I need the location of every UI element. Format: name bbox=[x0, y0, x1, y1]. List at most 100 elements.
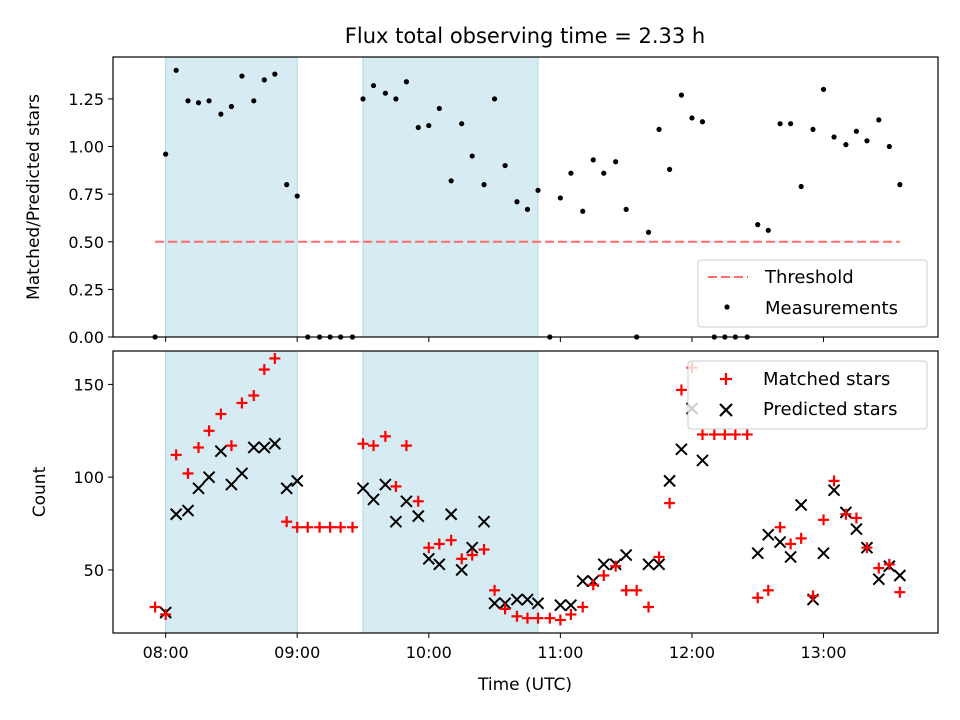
matched-star-marker bbox=[741, 428, 753, 440]
marker-stroke bbox=[268, 437, 282, 450]
predicted-legend-label: Predicted stars bbox=[763, 399, 897, 420]
measurement-point bbox=[393, 96, 399, 102]
matched-star-marker bbox=[170, 449, 182, 461]
marker-stroke bbox=[466, 541, 479, 554]
marker-stroke bbox=[850, 522, 863, 536]
predicted-star-marker bbox=[235, 467, 249, 480]
predicted-star-marker bbox=[280, 482, 293, 495]
measurement-points bbox=[152, 67, 903, 340]
matched-star-marker bbox=[379, 430, 391, 442]
matched-star-marker bbox=[643, 601, 655, 613]
measurement-point bbox=[777, 121, 783, 127]
matched-star-marker bbox=[818, 514, 830, 526]
y-tick-label: 50 bbox=[84, 561, 104, 580]
matched-star-marker bbox=[346, 521, 358, 533]
measurement-point bbox=[481, 182, 487, 188]
predicted-star-marker bbox=[850, 522, 863, 536]
measurement-point bbox=[886, 143, 892, 150]
predicted-stars-points bbox=[159, 402, 907, 619]
marker-stroke bbox=[235, 467, 249, 480]
predicted-star-marker bbox=[192, 482, 205, 495]
marker-stroke bbox=[642, 558, 655, 571]
matched-star-marker bbox=[302, 521, 314, 533]
matched-star-marker bbox=[236, 397, 248, 409]
matched-star-marker bbox=[478, 544, 490, 556]
matched-star-marker bbox=[861, 542, 873, 554]
measurement-point bbox=[284, 182, 290, 188]
matched-star-marker bbox=[587, 579, 599, 591]
matched-star-marker bbox=[291, 521, 303, 533]
measurement-point bbox=[360, 96, 366, 102]
measurement-point bbox=[623, 206, 629, 212]
measurement-point bbox=[831, 134, 837, 140]
marker-stroke bbox=[400, 495, 413, 508]
predicted-star-marker bbox=[642, 558, 655, 571]
observing-window-band bbox=[165, 56, 298, 338]
predicted-star-marker bbox=[466, 541, 479, 554]
matched-star-marker bbox=[225, 440, 237, 452]
matched-star-marker bbox=[565, 608, 577, 620]
threshold-legend-label: Threshold bbox=[764, 267, 854, 288]
measurement-point bbox=[403, 79, 410, 85]
measurement-point bbox=[370, 82, 377, 89]
predicted-star-marker bbox=[433, 558, 446, 571]
x-axis-label: Time (UTC) bbox=[477, 675, 572, 695]
measurement-point bbox=[382, 90, 388, 96]
measurement-point bbox=[601, 170, 607, 176]
measurement-point bbox=[678, 92, 685, 98]
predicted-star-marker bbox=[652, 558, 666, 571]
predicted-star-marker bbox=[564, 598, 578, 612]
marker-stroke bbox=[663, 474, 676, 488]
matched-star-marker bbox=[807, 590, 819, 602]
marker-stroke bbox=[762, 528, 775, 541]
matched-star-marker bbox=[785, 538, 797, 550]
top-legend: Threshold Measurements bbox=[697, 259, 928, 328]
matched-star-marker bbox=[664, 497, 676, 509]
matched-star-marker bbox=[400, 440, 412, 452]
measurement-point bbox=[568, 170, 574, 176]
marker-stroke bbox=[455, 563, 468, 577]
measurement-point bbox=[524, 206, 531, 212]
measurement-point bbox=[426, 122, 432, 129]
marker-stroke bbox=[794, 498, 808, 512]
matched-star-marker bbox=[774, 521, 786, 533]
measurement-point bbox=[645, 229, 652, 235]
bottom-y-ticks: 50 100 150 bbox=[73, 375, 113, 580]
bottom-y-axis-label: Count bbox=[30, 466, 50, 517]
marker-stroke bbox=[827, 483, 841, 497]
predicted-star-marker bbox=[379, 478, 392, 491]
marker-stroke bbox=[498, 597, 512, 610]
predicted-star-marker bbox=[389, 515, 403, 528]
matched-legend-swatch bbox=[720, 373, 732, 385]
top-axes-frame bbox=[112, 56, 939, 338]
measurement-point bbox=[415, 124, 421, 131]
predicted-star-marker bbox=[291, 474, 304, 488]
y-tick-label: 0.00 bbox=[68, 328, 104, 347]
measurement-point bbox=[788, 121, 794, 127]
matched-star-marker bbox=[423, 542, 435, 554]
marker-stroke bbox=[554, 598, 567, 612]
top-y-ticks: 0.00 0.25 0.50 0.75 1.00 1.25 bbox=[68, 90, 113, 347]
predicted-star-marker bbox=[576, 574, 589, 588]
measurement-point bbox=[448, 178, 454, 184]
measurement-point bbox=[590, 157, 596, 163]
measurement-point bbox=[810, 126, 816, 132]
matched-star-marker bbox=[324, 521, 336, 533]
matched-star-marker bbox=[193, 441, 205, 453]
matched-star-marker bbox=[412, 495, 424, 507]
marker-stroke bbox=[531, 597, 545, 610]
matched-star-marker bbox=[521, 612, 533, 624]
matched-star-marker bbox=[840, 508, 852, 520]
matched-star-marker bbox=[762, 584, 774, 596]
measurement-point bbox=[491, 96, 498, 102]
predicted-star-marker bbox=[455, 563, 468, 577]
marker-stroke bbox=[893, 569, 907, 582]
measurement-point bbox=[163, 151, 169, 157]
predicted-star-marker bbox=[356, 482, 370, 495]
measurement-point bbox=[195, 100, 202, 106]
chart-title: Flux total observing time = 2.33 h bbox=[345, 24, 705, 48]
matched-star-marker bbox=[281, 516, 293, 528]
predicted-star-marker bbox=[367, 493, 380, 506]
marker-stroke bbox=[477, 515, 491, 528]
